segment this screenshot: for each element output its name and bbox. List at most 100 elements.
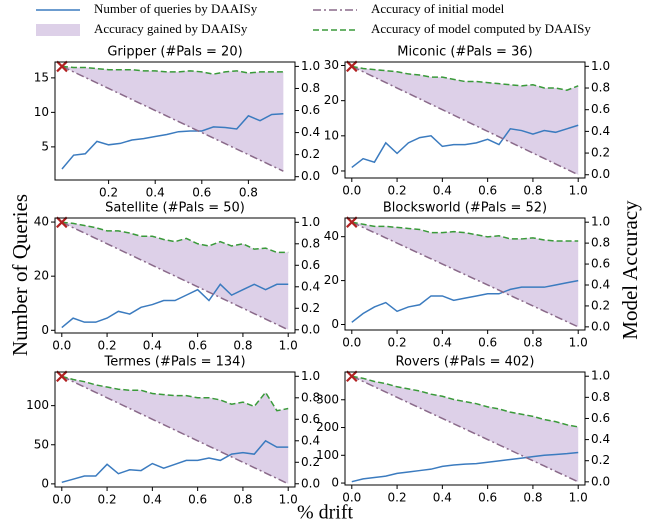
plot-frame [54,371,296,488]
x-tick-label: 0.4 [433,184,452,198]
x-axis-label: % drift [297,502,354,524]
y2-tick-label: 1.0 [591,215,610,229]
y2-tick-label: 0.2 [591,146,610,160]
series-line [61,439,289,484]
y2-tick-label: 1.0 [301,215,320,229]
x-tick-label: 0.8 [523,336,542,350]
y2-tick-label: 0.4 [301,433,320,447]
x-tick-label: 0.0 [52,339,71,353]
y2-tick-label: 0.0 [591,474,610,488]
x-tick-label: 0.8 [233,493,252,507]
legend-swatch [36,24,80,36]
x-tick-label: 1.0 [279,493,298,507]
x-tick-label: 1.0 [569,336,588,350]
start-marker [346,216,358,228]
plot-frame [344,61,586,179]
x-tick-label: 0.2 [99,186,118,200]
x-tick-label: 1.0 [279,339,298,353]
x-tick-label: 1.0 [569,184,588,198]
start-marker [56,370,68,383]
y2-tick-label: 0.0 [301,476,320,490]
x-tick-label: 1.0 [569,491,588,505]
x-tick-label: 0.2 [98,493,117,507]
y-tick-label: 40 [34,215,49,229]
y2-tick-label: 0.8 [591,81,610,95]
x-tick-label: 0.4 [433,491,452,505]
legend-label: Accuracy of model computed by DAAISy [371,21,591,36]
y2-tick-label: 0.2 [591,453,610,467]
x-tick-label: 0.6 [478,491,497,505]
y-tick-label: 5 [41,139,49,153]
panel-title: Blocksworld (#Pals = 52) [383,201,547,216]
y2-tick-label: 0.8 [591,236,610,250]
plot-frame [54,61,296,181]
y2-tick-label: 0.0 [591,319,610,333]
series-line [61,283,289,329]
y2-tick-label: 0.2 [301,147,320,161]
plot-frame [54,217,296,334]
y-tick-label: 20 [324,93,339,107]
y2-tick-label: 0.8 [301,81,320,95]
y-tick-label: 20 [34,269,49,283]
y2-tick-label: 1.0 [301,369,320,383]
x-tick-label: 0.2 [388,491,407,505]
series-line [351,375,579,428]
x-tick-label: 0.4 [143,493,162,507]
y-axis-label: Number of Queries [8,194,32,356]
start-marker [56,216,68,229]
y-tick-label: 30 [324,58,339,72]
y-tick-label: 0 [331,163,339,177]
y-tick-label: 40 [324,229,339,243]
panel-title: Satellite (#Pals = 50) [105,201,245,216]
y2-tick-label: 1.0 [591,59,610,73]
y-tick-label: 0 [41,323,49,337]
x-tick-label: 0.4 [146,186,165,200]
y-tick-label: 20 [324,273,339,287]
y-tick-label: 0 [331,317,339,331]
start-marker [346,370,358,383]
series-line [61,375,289,485]
x-tick-label: 0.6 [478,336,497,350]
y2-tick-label: 0.0 [301,169,320,183]
series-line [61,221,289,254]
x-tick-label: 0.4 [143,339,162,353]
y2-tick-label: 0.6 [301,258,320,272]
legend-label: Accuracy of initial model [371,1,505,16]
y2-tick-label: 0.8 [301,390,320,404]
y2-tick-label: 0.4 [591,277,610,291]
y2-tick-label: 0.8 [591,390,610,404]
panel-title: Gripper (#Pals = 20) [107,45,242,60]
series-line [61,221,289,331]
y-tick-label: 50 [34,437,49,451]
y2-tick-label: 0.6 [591,411,610,425]
x-tick-label: 0.0 [342,491,361,505]
x-tick-label: 0.0 [342,336,361,350]
panel-title: Miconic (#Pals = 36) [397,45,532,60]
y-tick-label: 10 [324,128,339,142]
y-tick-label: 0 [41,476,49,490]
y-tick-label: 100 [316,448,339,462]
x-tick-label: 0.8 [239,186,258,200]
y2-tick-label: 0.4 [301,125,320,139]
y2-tick-label: 0.6 [591,257,610,271]
x-tick-label: 0.2 [388,336,407,350]
y2-tick-label: 0.0 [301,322,320,336]
panel-title: Termes (#Pals = 134) [103,355,245,370]
y-tick-label: 100 [26,398,49,412]
panel-title: Rovers (#Pals = 402) [396,355,535,370]
y2-tick-label: 0.0 [591,167,610,181]
start-marker [346,60,358,73]
y2-tick-label: 1.0 [591,369,610,383]
x-tick-label: 0.8 [233,339,252,353]
series-line [351,279,579,323]
y2-axis-label: Model Accuracy [618,200,642,340]
x-tick-label: 0.2 [98,339,117,353]
x-tick-label: 0.8 [523,491,542,505]
series-line [61,65,284,172]
legend-label: Number of queries by DAAISy [94,1,258,16]
series-line [351,221,579,242]
x-tick-label: 0.4 [433,336,452,350]
series-line [61,113,284,170]
y2-tick-label: 0.6 [591,102,610,116]
